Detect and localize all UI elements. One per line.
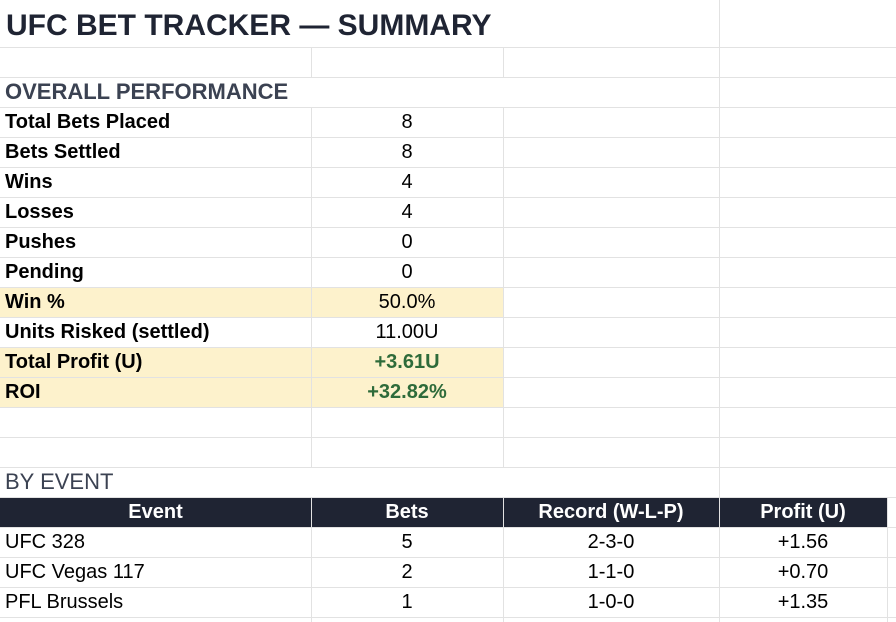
metric-value: 4 xyxy=(401,171,413,193)
metric-value: 8 xyxy=(401,111,413,133)
grid-line xyxy=(0,527,896,528)
grid-line xyxy=(0,557,896,558)
grid-line xyxy=(0,467,896,468)
grid-line xyxy=(0,497,896,498)
metric-label: Pushes xyxy=(5,231,77,253)
section-heading: OVERALL PERFORMANCE xyxy=(5,79,289,104)
grid-line xyxy=(719,0,720,622)
table-cell: +0.70 xyxy=(777,561,829,583)
section-heading: BY EVENT xyxy=(5,469,114,494)
metric-label: Total Bets Placed xyxy=(5,111,171,133)
metric-value: +32.82% xyxy=(367,381,447,403)
grid-line xyxy=(503,107,504,467)
metric-label: Bets Settled xyxy=(5,141,121,163)
table-cell: 1-0-0 xyxy=(587,591,635,613)
table-cell: +1.35 xyxy=(777,591,829,613)
column-header: Bets xyxy=(385,501,429,523)
row-highlight xyxy=(0,377,503,407)
grid-line xyxy=(0,257,896,258)
table-cell: 2 xyxy=(401,561,413,583)
grid-line xyxy=(0,77,896,78)
metric-value: 11.00U xyxy=(375,321,439,343)
grid-line xyxy=(0,197,896,198)
grid-line xyxy=(0,167,896,168)
grid-line xyxy=(0,227,896,228)
grid-line xyxy=(0,377,896,378)
metric-value: 0 xyxy=(401,261,413,283)
metric-label: Wins xyxy=(5,171,53,193)
grid-line xyxy=(887,497,888,622)
grid-line xyxy=(311,497,312,622)
grid-line xyxy=(0,317,896,318)
grid-line xyxy=(0,47,896,48)
sheet-title: UFC BET TRACKER — SUMMARY xyxy=(6,9,492,42)
metric-label: Losses xyxy=(5,201,74,223)
grid-line xyxy=(0,437,896,438)
metric-label: ROI xyxy=(5,381,41,403)
table-header-bg xyxy=(0,497,887,527)
table-cell: UFC 328 xyxy=(5,531,86,553)
row-highlight xyxy=(0,287,503,317)
column-header: Event xyxy=(128,501,183,523)
metric-value: 4 xyxy=(401,201,413,223)
table-cell: 5 xyxy=(401,531,413,553)
metric-value: 8 xyxy=(401,141,413,163)
grid-line xyxy=(311,47,312,77)
table-cell: UFC Vegas 117 xyxy=(5,561,145,583)
grid-line xyxy=(0,587,896,588)
column-header: Profit (U) xyxy=(760,501,846,523)
metric-label: Win % xyxy=(5,291,65,313)
grid-line xyxy=(0,617,896,618)
table-cell: 1 xyxy=(401,591,413,613)
metric-label: Pending xyxy=(5,261,84,283)
metric-label: Units Risked (settled) xyxy=(5,321,210,343)
grid-line xyxy=(503,47,504,77)
grid-line xyxy=(311,107,312,467)
grid-line xyxy=(0,137,896,138)
grid-line xyxy=(0,107,896,108)
metric-label: Total Profit (U) xyxy=(5,351,143,373)
table-cell: 2-3-0 xyxy=(587,531,635,553)
table-cell: PFL Brussels xyxy=(5,591,124,613)
metric-value: +3.61U xyxy=(374,351,440,373)
column-header: Record (W-L-P) xyxy=(538,501,684,523)
metric-value: 50.0% xyxy=(378,291,436,313)
table-cell: +1.56 xyxy=(777,531,829,553)
grid-line xyxy=(0,347,896,348)
grid-line xyxy=(0,287,896,288)
table-cell: 1-1-0 xyxy=(587,561,635,583)
metric-value: 0 xyxy=(401,231,413,253)
grid-line xyxy=(503,497,504,622)
row-highlight xyxy=(0,347,503,377)
grid-line xyxy=(0,407,896,408)
